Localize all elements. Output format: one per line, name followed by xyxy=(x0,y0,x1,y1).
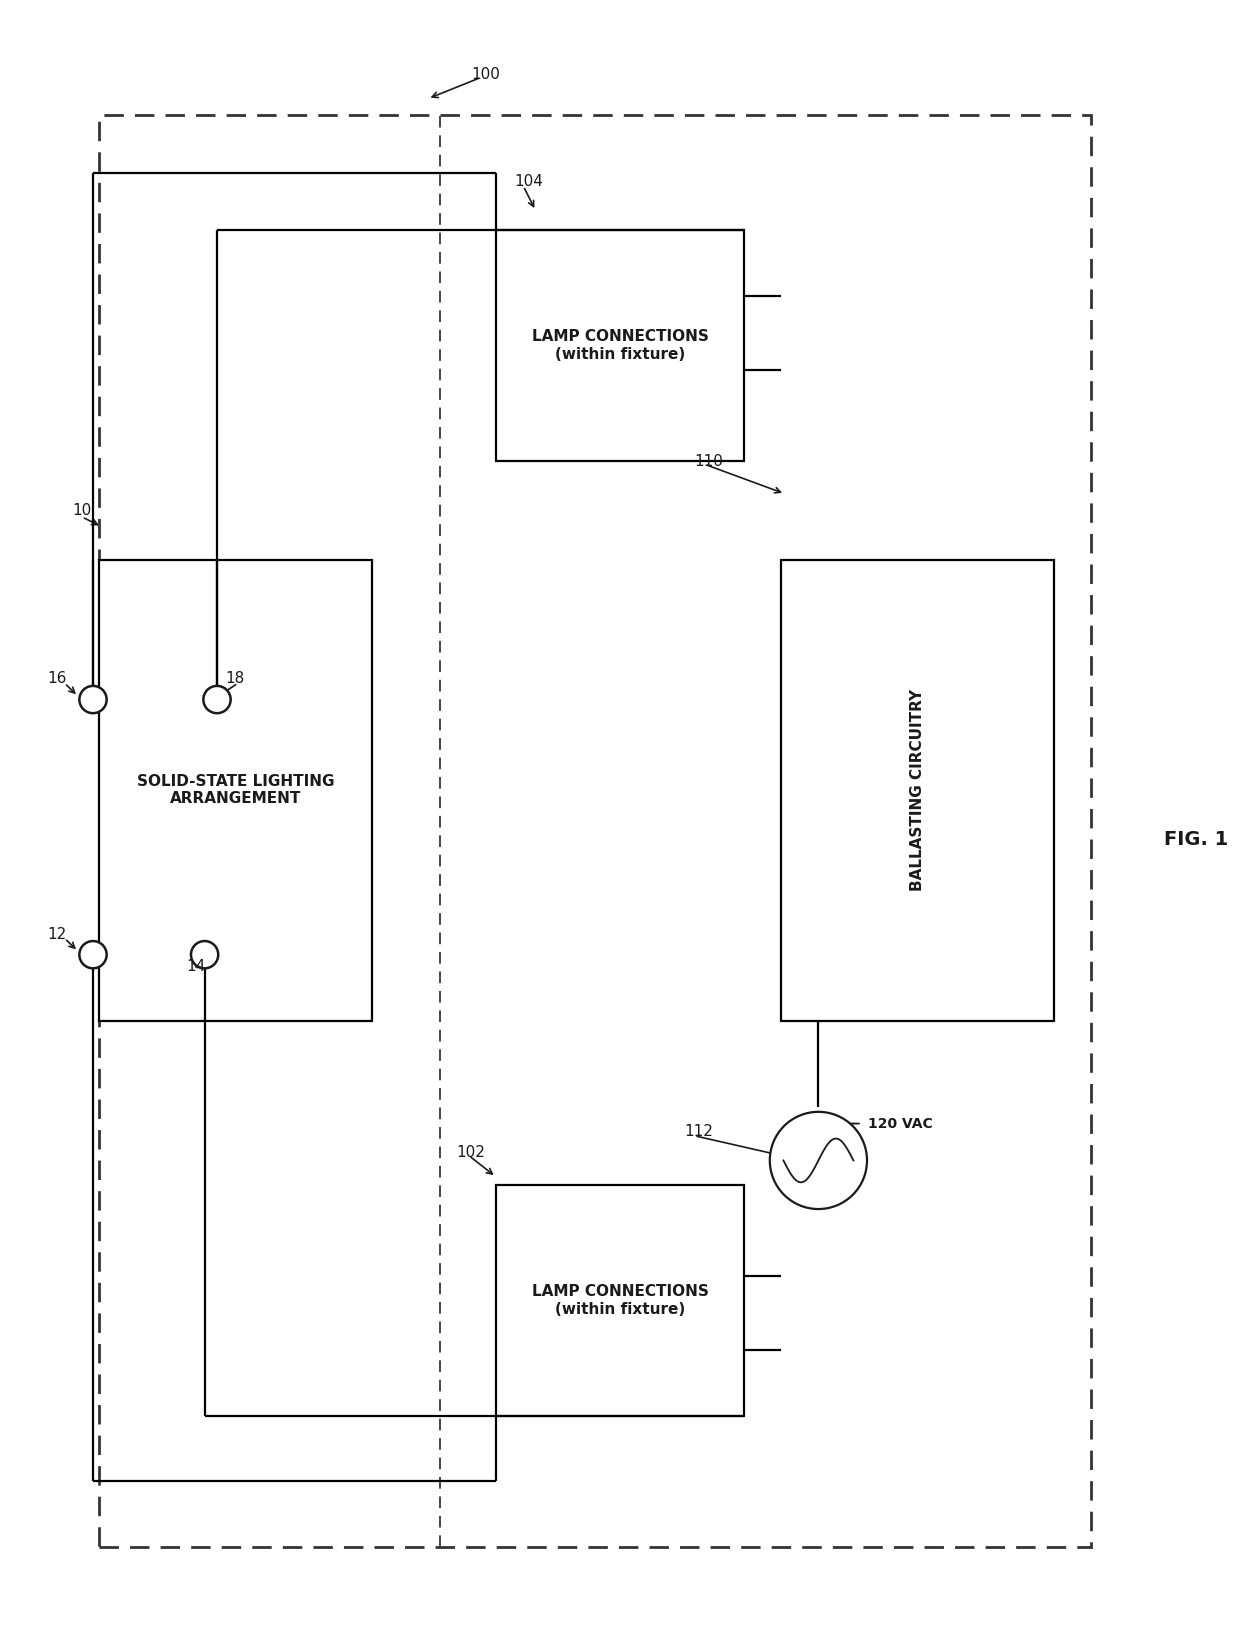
Text: 104: 104 xyxy=(515,174,543,189)
Text: 112: 112 xyxy=(684,1124,713,1139)
Text: 16: 16 xyxy=(47,672,67,686)
Circle shape xyxy=(191,942,218,968)
Text: LAMP CONNECTIONS
(within fixture): LAMP CONNECTIONS (within fixture) xyxy=(532,329,708,362)
Text: 12: 12 xyxy=(47,927,67,942)
Text: SOLID-STATE LIGHTING
ARRANGEMENT: SOLID-STATE LIGHTING ARRANGEMENT xyxy=(136,774,335,807)
Bar xyxy=(99,560,372,1021)
Text: LAMP CONNECTIONS
(within fixture): LAMP CONNECTIONS (within fixture) xyxy=(532,1284,708,1317)
Text: 14: 14 xyxy=(186,960,206,974)
Circle shape xyxy=(203,686,231,713)
Circle shape xyxy=(770,1111,867,1210)
Bar xyxy=(99,115,1091,1547)
Text: 110: 110 xyxy=(694,454,723,469)
Text: 10: 10 xyxy=(72,504,92,518)
Bar xyxy=(781,560,1054,1021)
Text: 100: 100 xyxy=(471,67,500,82)
Text: 120 VAC: 120 VAC xyxy=(868,1116,932,1131)
Text: FIG. 1: FIG. 1 xyxy=(1164,830,1229,849)
Text: 102: 102 xyxy=(456,1146,485,1160)
Circle shape xyxy=(79,686,107,713)
Text: BALLASTING CIRCUITRY: BALLASTING CIRCUITRY xyxy=(910,690,925,890)
Text: 18: 18 xyxy=(226,672,246,686)
Bar xyxy=(496,230,744,461)
Circle shape xyxy=(79,942,107,968)
Bar xyxy=(496,1185,744,1416)
